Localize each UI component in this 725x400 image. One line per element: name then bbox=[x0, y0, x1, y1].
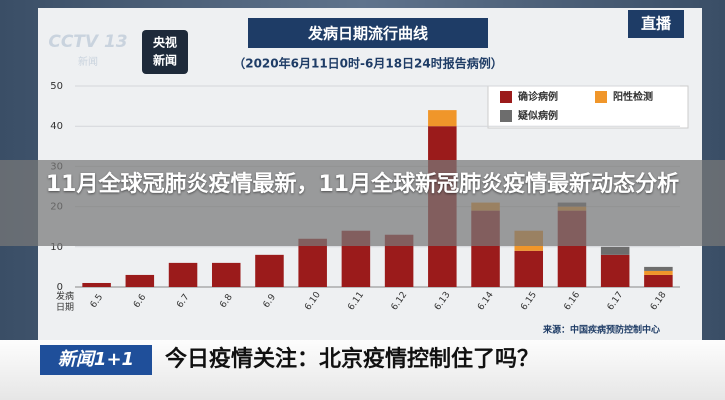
cctv-logo-sub: 新闻 bbox=[78, 55, 98, 68]
bar-segment bbox=[82, 282, 111, 287]
bar-segment bbox=[644, 266, 673, 271]
bar-segment bbox=[168, 262, 198, 287]
cctv-news-logo bbox=[142, 30, 188, 74]
overlay-band bbox=[0, 160, 725, 246]
program-logo: 新闻1+1 bbox=[40, 345, 152, 375]
live-text: 直播 bbox=[641, 15, 672, 33]
live-badge bbox=[628, 10, 684, 38]
y-tick-label: 10 bbox=[50, 242, 63, 253]
legend-swatch bbox=[500, 91, 512, 103]
y-tick-label: 40 bbox=[50, 121, 63, 132]
y-tick-label: 0 bbox=[57, 282, 63, 293]
legend-swatch bbox=[595, 91, 607, 103]
y-tick-label: 50 bbox=[50, 81, 63, 92]
news-logo-bottom: 新闻 bbox=[153, 53, 177, 68]
legend-label: 阳性检测 bbox=[613, 90, 653, 103]
bar-segment bbox=[255, 254, 284, 287]
source-note: 来源：中国疾病预防控制中心 bbox=[542, 324, 660, 336]
article-title: 11月全球冠肺炎疫情最新，11月全球新冠肺炎疫情最新动态分析 bbox=[45, 172, 680, 197]
headline: 今日疫情关注：北京疫情控制住了吗？ bbox=[165, 347, 540, 372]
cctv-logo-text: CCTV 13 bbox=[48, 32, 127, 52]
bar-segment bbox=[600, 246, 630, 255]
bar-segment bbox=[644, 270, 673, 275]
bar-segment bbox=[298, 238, 327, 287]
bar-segment bbox=[428, 110, 457, 127]
bar-segment bbox=[600, 254, 630, 287]
chart-title: 发病日期流行曲线 bbox=[307, 25, 428, 43]
bar-segment bbox=[211, 262, 241, 287]
bar-segment bbox=[644, 274, 673, 287]
news-logo-top: 央视 bbox=[153, 35, 177, 50]
legend-label: 确诊病例 bbox=[518, 90, 558, 103]
chart-subtitle: （2020年6月11日0时-6月18日24时报告病例） bbox=[233, 56, 503, 71]
legend-label: 疑似病例 bbox=[518, 109, 558, 122]
bar-segment bbox=[514, 250, 544, 287]
legend bbox=[487, 85, 689, 129]
x-axis-label: 发病日期 bbox=[56, 292, 75, 313]
title-banner bbox=[248, 18, 488, 48]
legend-swatch bbox=[500, 110, 512, 122]
bar-segment bbox=[125, 274, 155, 287]
